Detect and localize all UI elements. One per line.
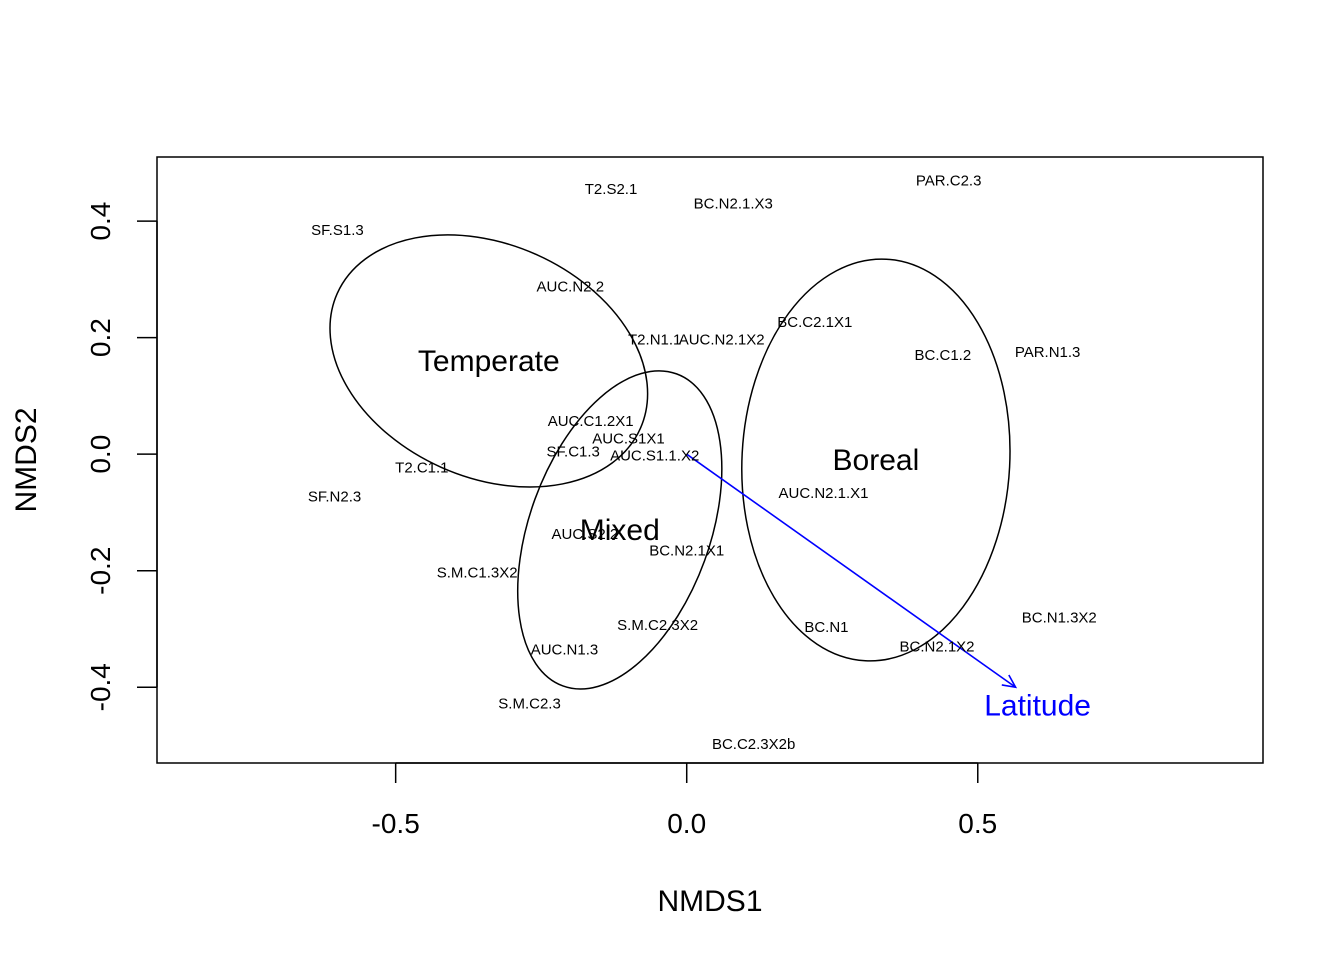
plot-frame <box>156 156 1264 764</box>
boreal-ellipse <box>741 258 1011 662</box>
site-label: BC.N2.1X1 <box>649 542 724 559</box>
y-tick-label: 0.2 <box>85 318 116 357</box>
x-tick-label: -0.5 <box>372 808 420 839</box>
latitude-vector-label: Latitude <box>984 689 1091 722</box>
y-tick-label: -0.4 <box>85 663 116 711</box>
site-label: SF.S1.3 <box>311 222 364 239</box>
site-label: AUC.S1X1 <box>592 430 665 447</box>
site-label: AUC.N1.3 <box>531 641 599 658</box>
site-label: BC.N1 <box>804 619 848 636</box>
site-label: AUC.S2.2 <box>551 526 618 543</box>
y-tick-label: 0.4 <box>85 202 116 241</box>
y-axis: -0.4 -0.2 0.0 0.2 0.4 <box>85 202 158 711</box>
site-label: AUC.N2.1.X1 <box>778 485 868 502</box>
site-label: BC.N2.1X2 <box>899 638 974 655</box>
site-label: AUC.N2.2 <box>537 278 605 295</box>
site-label: PAR.C2.3 <box>916 172 982 189</box>
site-label: AUC.N2.1X2 <box>679 331 765 348</box>
site-label: S.M.C1.3X2 <box>437 564 518 581</box>
site-label: T2.N1.1 <box>628 331 681 348</box>
latitude-vector <box>686 453 1017 688</box>
site-label: T2.S2.1 <box>585 181 638 198</box>
y-tick-label: -0.2 <box>85 547 116 595</box>
x-axis: -0.5 0.0 0.5 <box>372 762 997 839</box>
site-label: SF.C1.3 <box>547 443 600 460</box>
mixed-group-label: Mixed <box>580 514 660 547</box>
x-tick-label: 0.0 <box>667 808 706 839</box>
site-label: AUC.S1.1.X2 <box>610 447 699 464</box>
y-tick-label: 0.0 <box>85 435 116 474</box>
x-axis-title: NMDS1 <box>657 885 762 918</box>
x-tick-label: 0.5 <box>958 808 997 839</box>
vectors-layer: Latitude <box>686 453 1091 722</box>
site-label: BC.N2.1.X3 <box>694 196 773 213</box>
site-label: PAR.N1.3 <box>1015 344 1081 361</box>
site-label: BC.N1.3X2 <box>1022 609 1097 626</box>
boreal-group-label: Boreal <box>833 444 920 477</box>
site-label: BC.C1.2 <box>914 347 971 364</box>
temperate-group-label: Temperate <box>418 345 560 378</box>
site-label: T2.C1.1 <box>395 460 448 477</box>
site-label: S.M.C2.3X2 <box>617 617 698 634</box>
y-axis-title: NMDS2 <box>10 407 43 512</box>
latitude-arrowhead <box>1001 674 1018 689</box>
ellipses-layer: Temperate Mixed Boreal <box>329 234 1011 690</box>
site-label: BC.C2.1X1 <box>777 314 852 331</box>
mixed-ellipse <box>516 370 723 690</box>
site-label: SF.N2.3 <box>308 489 361 506</box>
site-label: BC.C2.3X2b <box>712 736 795 753</box>
site-label: AUC.C1.2X1 <box>548 413 634 430</box>
site-labels-layer: T2.S2.1 BC.N2.1.X3 PAR.C2.3 SF.S1.3 AUC.N2.2… <box>308 172 1097 752</box>
site-label: S.M.C2.3 <box>498 696 561 713</box>
temperate-ellipse <box>329 234 649 488</box>
